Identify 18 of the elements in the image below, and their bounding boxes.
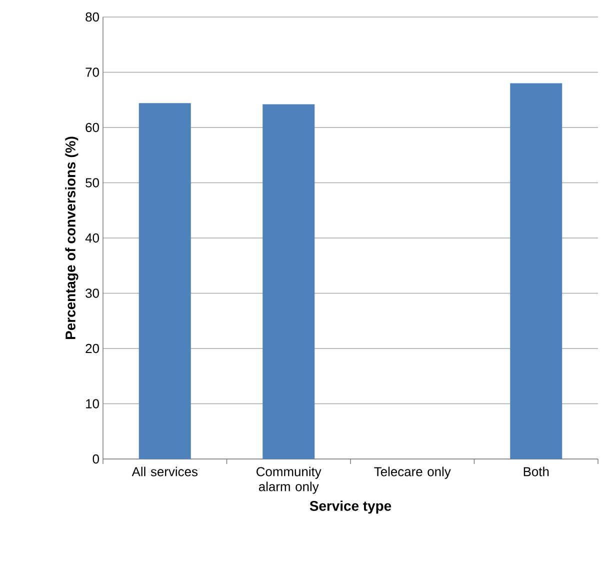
x-tick-label: Telecare only [374, 466, 451, 479]
y-tick-label: 30 [86, 288, 99, 298]
x-tick-label: Community alarm only [256, 466, 322, 494]
y-axis-title: Percentage of conversions (%) [65, 136, 78, 339]
y-tick-label: 60 [86, 122, 99, 132]
bar [138, 103, 191, 459]
bar [262, 104, 315, 459]
bar [510, 83, 562, 459]
x-axis-title: Service type [310, 500, 392, 514]
y-tick-label: 50 [86, 178, 99, 188]
y-tick-label: 80 [86, 12, 99, 22]
y-tick-label: 40 [85, 233, 99, 243]
x-tick-label: All services [132, 466, 198, 476]
y-tick-label: 20 [86, 344, 99, 354]
y-tick-label: 70 [86, 68, 99, 77]
x-tick-label: Both [524, 466, 549, 476]
y-tick-label: 0 [92, 454, 99, 464]
y-tick-label: 10 [86, 399, 99, 408]
